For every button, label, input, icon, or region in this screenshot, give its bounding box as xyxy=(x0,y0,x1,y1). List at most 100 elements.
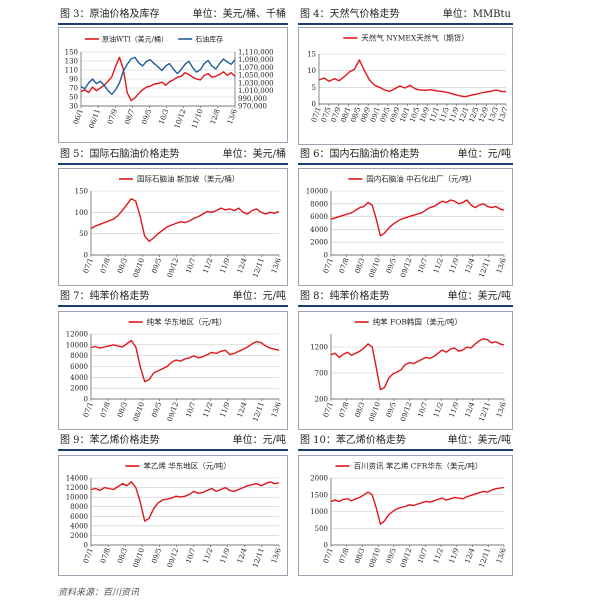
y-tick-label: 90 xyxy=(69,76,78,84)
unit-label: 单位：美元/桶、千桶 xyxy=(192,9,286,20)
x-tick-label: 09/5 xyxy=(385,547,398,565)
x-tick-label: 10/7 xyxy=(185,257,198,275)
y-tick-label: 0 xyxy=(84,396,88,404)
caption-rule xyxy=(58,449,288,451)
series-line-1 xyxy=(80,56,236,96)
x-tick-label: 08/10 xyxy=(368,257,382,279)
unit-label: 单位：元/吨 xyxy=(232,291,286,302)
y-tick-label: 200 xyxy=(315,396,328,404)
y-tick-label: 4000 xyxy=(310,226,328,234)
chart-title: 天然气 NYMEX天然气（期货） xyxy=(361,33,468,43)
series-line-0 xyxy=(330,199,505,237)
caption-rule xyxy=(298,23,513,25)
x-tick-label: 08/3 xyxy=(116,257,129,275)
caption-bar-8: 图 8：纯苯价格走势 单位：美元/吨 xyxy=(298,290,513,304)
y-tick-label: 100 xyxy=(75,209,88,217)
x-tick-label: 11/9 xyxy=(219,547,232,565)
x-tick-label: 11/9 xyxy=(448,257,461,275)
x-tick-label: 06/11 xyxy=(88,108,102,130)
series-line-0 xyxy=(80,56,236,102)
source-note: 资料来源：百川资讯 xyxy=(58,588,140,598)
x-tick-label: 11/10 xyxy=(190,108,204,130)
y-tick-label: 1500 xyxy=(310,491,328,499)
x-tick-label: 11/2 xyxy=(202,401,215,419)
right-tick-label: 970,000 xyxy=(238,103,267,111)
right-tick-label: 1,050,000 xyxy=(238,72,274,80)
unit-label: 单位：美元/吨 xyxy=(447,435,511,446)
unit-label: 单位：美元/吨 xyxy=(447,291,511,302)
x-tick-label: 07/1 xyxy=(82,547,95,565)
x-tick-label: 12/11 xyxy=(478,547,492,569)
caption-bar-3: 图 3：原油价格及库存 单位：美元/桶、千桶 xyxy=(58,8,288,22)
chart-panel-5: 150 100 50 0 07/1 07/8 08/3 08/10 09/5 09/12 10/7 1… xyxy=(58,168,288,286)
x-tick-label: 08/10 xyxy=(368,401,382,423)
x-tick-label: 09/5 xyxy=(150,401,163,419)
figure-caption: 图 8：纯苯价格走势 xyxy=(300,291,390,302)
chart-title: 纯苯 FOB韩国（美元/吨） xyxy=(373,317,462,327)
unit-label: 单位：MMBtu xyxy=(442,9,511,20)
x-tick-label: 10/7 xyxy=(185,401,198,419)
y-tick-label: 6000 xyxy=(70,513,88,521)
x-tick-label: 11/2 xyxy=(202,547,215,565)
y-tick-label: 0 xyxy=(324,542,328,550)
x-tick-label: 08/10 xyxy=(368,547,382,569)
right-tick-label: 1,030,000 xyxy=(238,79,274,87)
x-tick-label: 08/10 xyxy=(132,547,146,569)
x-tick-label: 13/6 xyxy=(270,256,283,274)
x-tick-label: 11/2 xyxy=(432,401,445,419)
chart-svg: 150 100 50 007/1 07/8 08/3 08/10 09/5 09/12 10/7 1… xyxy=(75,174,283,279)
x-tick-label: 13/6 xyxy=(495,400,508,418)
y-tick-label: 4000 xyxy=(70,374,88,382)
series-line-0 xyxy=(90,339,280,383)
y-tick-label: 8000 xyxy=(70,352,88,360)
caption-bar-7: 图 7：纯苯价格走势 单位：元/吨 xyxy=(58,290,288,304)
figure-caption: 图 5：国际石脑油价格走势 xyxy=(60,149,180,160)
y-tick-label: 6000 xyxy=(70,363,88,371)
series-line-0 xyxy=(330,338,505,391)
x-tick-label: 10/7 xyxy=(416,401,429,419)
x-tick-label: 07/9 xyxy=(106,108,119,126)
unit-label: 单位：元/吨 xyxy=(232,435,286,446)
x-tick-label: 12/11 xyxy=(251,401,265,423)
x-tick-label: 07/8 xyxy=(99,547,112,565)
y-tick-label: 0 xyxy=(324,252,328,260)
x-tick-label: 11/9 xyxy=(448,401,461,419)
y-tick-label: 10000 xyxy=(66,494,88,502)
chart-title: 国内石脑油 中石化出厂（元/吨） xyxy=(366,174,476,184)
x-tick-label: 07/8 xyxy=(99,257,112,275)
x-tick-label: 08/3 xyxy=(353,257,366,275)
x-tick-label: 13/6 xyxy=(495,256,508,274)
series-line-0 xyxy=(90,198,280,243)
x-tick-label: 12/4 xyxy=(464,400,477,418)
figure-caption: 图 7：纯苯价格走势 xyxy=(60,291,150,302)
x-tick-label: 09/12 xyxy=(399,547,413,569)
y-tick-label: 2000 xyxy=(70,532,88,540)
x-tick-label: 13/6 xyxy=(270,546,283,564)
y-tick-label: 0 xyxy=(312,101,316,109)
x-tick-label: 12/4 xyxy=(236,256,249,274)
y-tick-label: 15 xyxy=(307,51,316,59)
y-tick-label: 6000 xyxy=(310,213,328,221)
x-tick-label: 08/10 xyxy=(132,401,146,423)
x-tick-label: 09/5 xyxy=(140,108,153,126)
caption-rule xyxy=(58,163,288,165)
y-tick-label: 4000 xyxy=(70,522,88,530)
x-tick-label: 11/2 xyxy=(432,257,445,275)
y-tick-label: 0 xyxy=(84,252,88,260)
chart-panel-10: 2000 1500 1000 500 0 07/1 07/8 08/3 08/10 09/5 09/… xyxy=(298,455,513,576)
y-tick-label: 1000 xyxy=(310,508,328,516)
unit-label: 单位：元/吨 xyxy=(457,149,511,160)
x-tick-label: 09/12 xyxy=(166,257,180,279)
x-tick-label: 08/3 xyxy=(116,547,129,565)
x-tick-label: 11/9 xyxy=(448,547,461,565)
y-tick-label: 10000 xyxy=(66,341,88,349)
x-tick-label: 07/1 xyxy=(322,257,335,275)
right-tick-label: 1,090,000 xyxy=(238,56,274,64)
right-tick-label: 1,010,000 xyxy=(238,87,274,95)
x-tick-label: 09/12 xyxy=(399,257,413,279)
y-tick-label: 8000 xyxy=(70,503,88,511)
caption-bar-6: 图 6：国内石脑油价格走势 单位：元/吨 xyxy=(298,148,513,162)
figure-caption: 图 4：天然气价格走势 xyxy=(300,9,400,20)
y-tick-label: 150 xyxy=(75,188,88,196)
